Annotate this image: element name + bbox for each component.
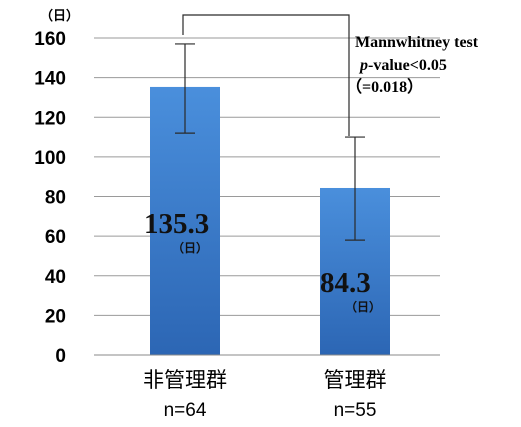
y-tick-label-80: 80 [45,188,66,209]
error-bar-1 [345,136,365,241]
stat-p-value: p-value<0.05 [358,57,447,74]
category-label-1: 管理群 [324,368,387,392]
error-bars [175,43,365,241]
y-tick-label-140: 140 [34,69,66,90]
y-tick-label-120: 120 [34,108,66,129]
stat-p-symbol: p [358,57,368,74]
y-tick-label-0: 0 [55,346,66,367]
error-bar-0 [175,43,195,134]
value-label-1: 84.3 [320,267,371,299]
category-count-1: n=55 [334,400,377,421]
stat-test-name: Mannwhitney test [355,34,479,51]
y-tick-label-40: 40 [45,267,66,288]
y-tick-label-60: 60 [45,227,66,248]
y-axis-tick-labels: 0 20 40 60 80 100 120 140 160 [34,29,66,367]
y-tick-label-20: 20 [45,306,66,327]
y-axis-unit: （日） [40,8,79,24]
category-label-0: 非管理群 [143,368,227,392]
stat-p-threshold: -value<0.05 [368,57,447,74]
bars [150,86,390,355]
y-tick-label-100: 100 [34,148,66,169]
category-count-0: n=64 [164,400,207,421]
value-unit-0: （日） [172,240,208,255]
value-label-0: 135.3 [144,208,209,240]
significance-bracket [182,14,350,136]
stat-p-exact: （=0.018） [346,78,423,96]
y-tick-label-160: 160 [34,29,66,50]
value-unit-1: （日） [345,299,381,314]
